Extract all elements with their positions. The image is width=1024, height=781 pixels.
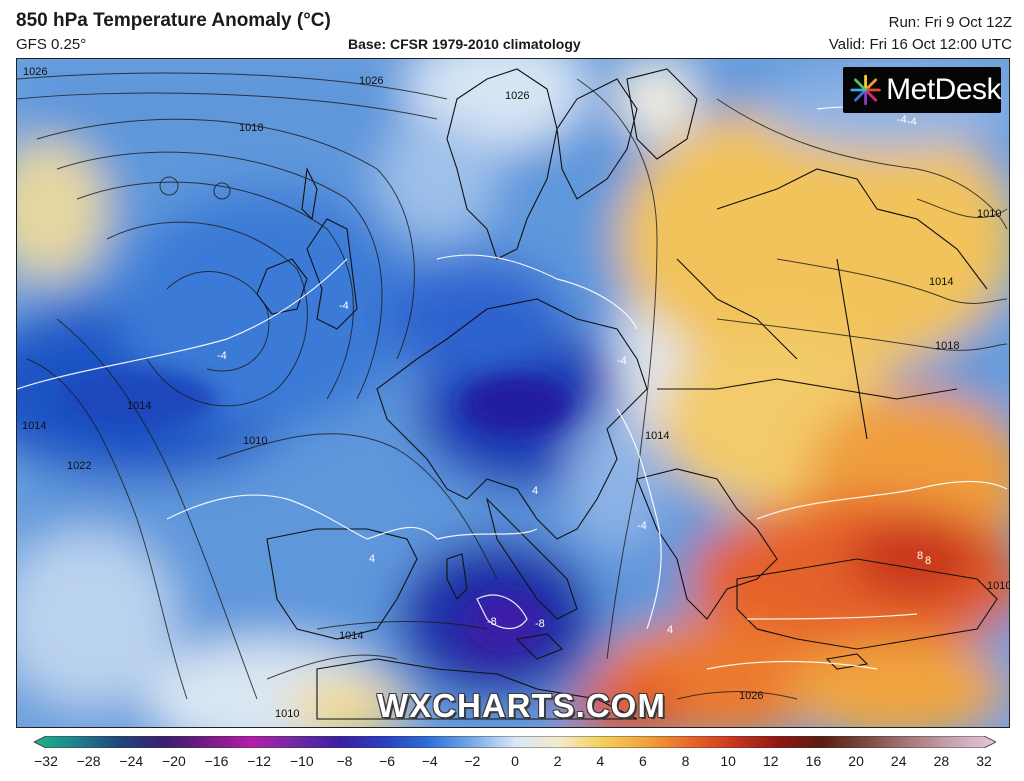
metdesk-logo-text: MetDesk — [886, 73, 1001, 106]
anomaly-label: -4 — [339, 300, 349, 312]
isobar-label: 1010 — [275, 708, 299, 720]
anomaly-label: -4 — [617, 355, 627, 367]
isobar-label: 1010 — [977, 208, 1001, 220]
colorbar-tick-label: −6 — [379, 753, 396, 769]
isobar-label: 1014 — [339, 630, 363, 642]
colorbar-tick-label: 12 — [763, 753, 779, 769]
anomaly-core — [57, 369, 572, 644]
colorbar-tick-label: −12 — [247, 753, 272, 769]
anomaly-label: -4 — [217, 350, 227, 362]
base-climatology-label: Base: CFSR 1979-2010 climatology — [348, 36, 581, 52]
colorbar-tick-label: −8 — [336, 753, 353, 769]
isobar-label: 1026 — [23, 66, 47, 78]
colorbar-gradient — [34, 736, 996, 748]
isobar-labels: 1026 1026 1018 1010 1014 1018 1014 1022 … — [22, 66, 1009, 720]
starburst-logo-icon — [850, 74, 881, 106]
anomaly-label: 4 — [369, 553, 375, 565]
wxcharts-watermark: WXCHARTS.COM — [377, 687, 666, 724]
colorbar-tick-label: 20 — [848, 753, 864, 769]
colorbar-tick-label: 4 — [596, 753, 605, 769]
colorbar — [34, 736, 996, 748]
colorbar-tick-label: −24 — [119, 753, 144, 769]
anomaly-label: -8 — [535, 618, 545, 630]
colorbar-tick-label: 6 — [639, 753, 647, 769]
colorbar-tick-label: −4 — [421, 753, 438, 769]
anomaly-label: -4 — [897, 114, 907, 126]
colorbar-tick-label: −10 — [289, 753, 314, 769]
anomaly-label: 4 — [667, 624, 673, 636]
colorbar-tick-label: −20 — [162, 753, 186, 769]
colorbar-tick-label: 0 — [511, 753, 519, 769]
anomaly-label: 8 — [917, 550, 923, 562]
isobar-label: 1026 — [739, 690, 763, 702]
anomaly-map: 1026 1026 1018 1010 1014 1018 1014 1022 … — [16, 58, 1010, 728]
colorbar-tick-label: 24 — [890, 753, 907, 769]
colorbar-tick-labels: −32 −28 −24 −20 −16 −12 −10 −8 −6 −4 −2 0 2 4 6 8 10 12 16… — [0, 753, 1024, 775]
isobar-label: 1022 — [67, 460, 91, 472]
anomaly-label: -4 — [907, 116, 917, 128]
isobar-label: 1010 — [987, 580, 1009, 592]
colorbar-tick-label: −16 — [204, 753, 229, 769]
colorbar-tick-label: 10 — [720, 753, 736, 769]
anomaly-label: -4 — [637, 520, 647, 532]
coastlines — [256, 68, 998, 720]
chart-title: 850 hPa Temperature Anomaly (°C) — [16, 10, 331, 31]
isobar-label: 1014 — [22, 420, 46, 432]
colorbar-tick-label: −2 — [464, 753, 481, 769]
isobar-label: 1018 — [239, 122, 263, 134]
run-time-label: Run: Fri 9 Oct 12Z — [888, 14, 1012, 31]
isobar-label: 1018 — [935, 340, 959, 352]
map-canvas: 1026 1026 1018 1010 1014 1018 1014 1022 … — [17, 59, 1009, 727]
model-label: GFS 0.25° — [16, 36, 87, 53]
anomaly-label: 4 — [532, 485, 538, 497]
valid-time-label: Valid: Fri 16 Oct 12:00 UTC — [828, 36, 1012, 53]
colorbar-tick-label: 28 — [933, 753, 950, 769]
isobar-label: 1014 — [127, 400, 151, 412]
colorbar-tick-label: 16 — [805, 753, 822, 769]
anomaly-label: -8 — [487, 616, 497, 628]
colorbar-tick-label: 32 — [976, 753, 992, 769]
isobar-label: 1014 — [645, 430, 669, 442]
isobars — [17, 72, 1008, 700]
isobar-label: 1026 — [505, 90, 529, 102]
colorbar-tick-label: −28 — [76, 753, 101, 769]
colorbar-tick-label: 8 — [681, 753, 690, 769]
isobar-label: 1014 — [929, 276, 953, 288]
anomaly-label: 8 — [925, 555, 931, 567]
anomaly-labels: -4 -4 4 -4 -4 4 4 -8 -8 8 8 -4 -4 — [217, 114, 931, 636]
isobar-label: 1010 — [243, 435, 267, 447]
metdesk-logo: MetDesk — [843, 67, 1001, 113]
isobar-label: 1026 — [359, 75, 383, 87]
colorbar-tick-label: 2 — [553, 753, 562, 769]
colorbar-tick-label: −32 — [34, 753, 58, 769]
